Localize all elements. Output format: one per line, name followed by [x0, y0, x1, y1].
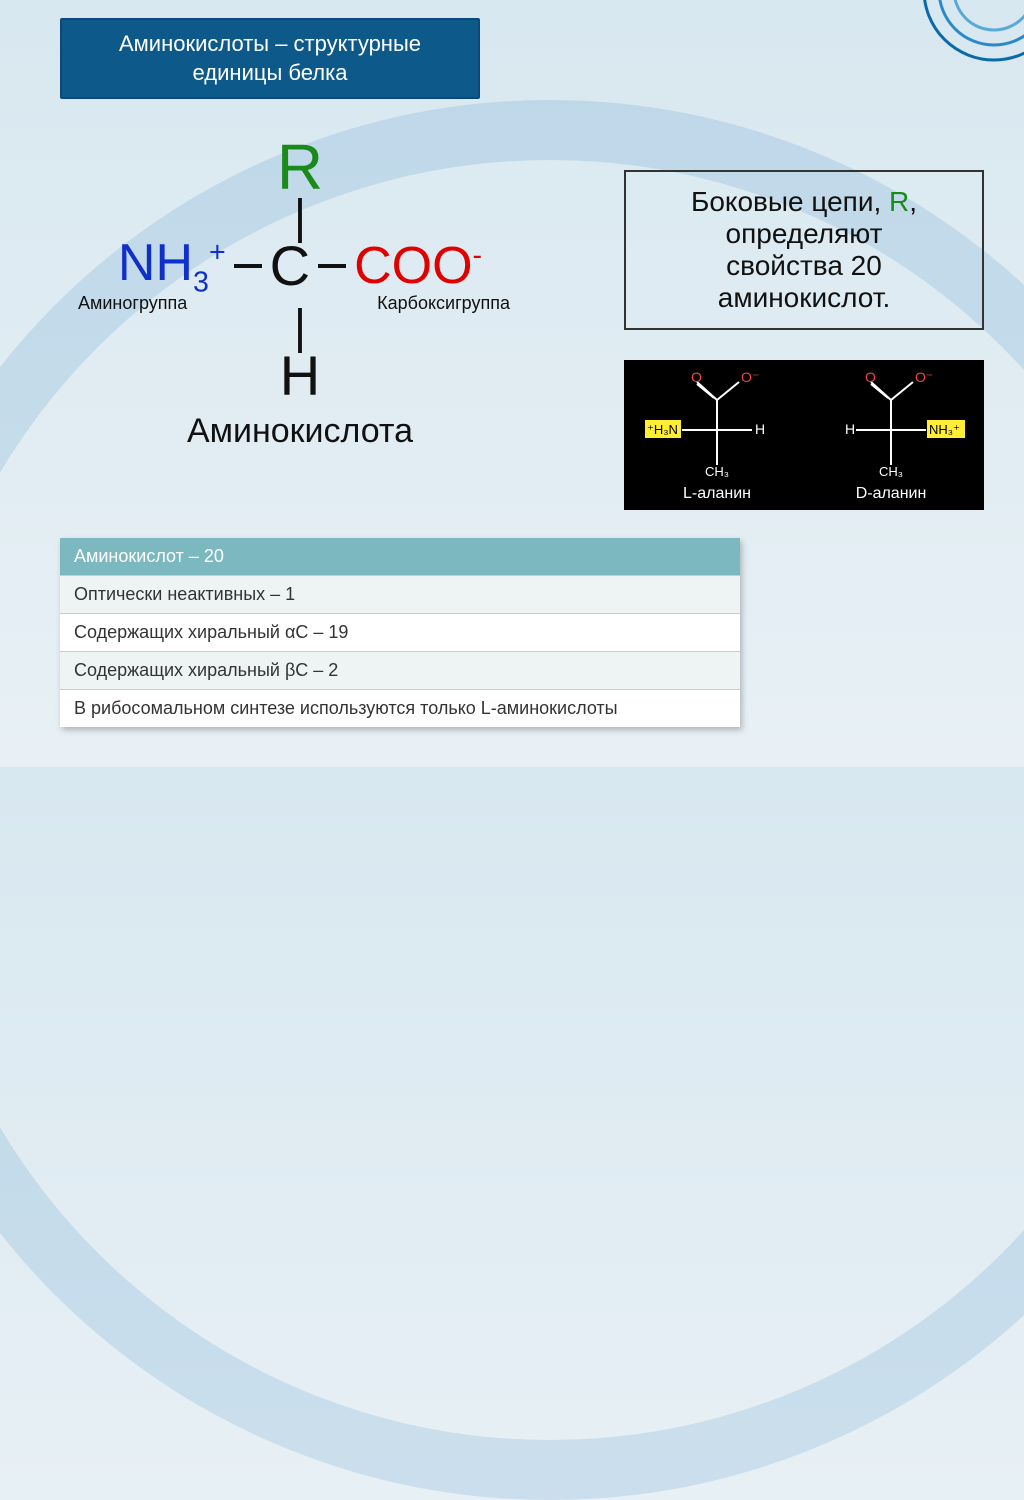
amino-acid-facts-table: Аминокислот – 20 Оптически неактивных – … [60, 538, 740, 727]
h-right: H [755, 421, 765, 437]
sidebox-text-1a: Боковые цепи, [691, 186, 889, 217]
bond-vertical: | [60, 314, 540, 343]
central-carbon: C [270, 233, 310, 298]
coo-sup: - [473, 240, 483, 272]
nh-text: NH [118, 234, 193, 292]
amino-label: Аминогруппа [78, 293, 187, 314]
nh3-sub: 3 [193, 266, 209, 298]
sidebox-line4: аминокислот. [718, 282, 891, 313]
amino-acid-label: Аминокислота [60, 412, 540, 451]
carboxy-label: Карбоксигруппа [377, 293, 510, 314]
isomers-panel: O O⁻ ⁺H₃N H CH₃ L-аланин O O⁻ H NH₃⁺ CH₃… [624, 360, 984, 510]
page-title: Аминокислоты – структурные единицы белка [60, 18, 480, 99]
sidebox-line2: определяют [726, 218, 883, 249]
d-alanine-label: D-аланин [808, 485, 974, 503]
hydrogen: H [60, 343, 540, 408]
carboxy-group: COO- [354, 236, 482, 296]
sidebox-r: R [889, 186, 909, 217]
corner-decoration [874, 0, 1024, 100]
svg-text:O: O [865, 370, 876, 385]
table-row: Содержащих хиральный αC – 19 [60, 614, 740, 652]
nh3-sup: + [209, 236, 226, 268]
svg-text:O⁻: O⁻ [915, 370, 933, 385]
amino-group: NH3+ [118, 233, 226, 299]
nh3-right: NH₃⁺ [929, 422, 960, 437]
side-chain-info-box: Боковые цепи, R, определяют свойства 20 … [624, 170, 984, 330]
table-row: В рибосомальном синтезе используются тол… [60, 690, 740, 728]
structure-main-row: NH3+ C COO- [60, 233, 540, 299]
bond-vertical: | [60, 204, 540, 233]
svg-text:O: O [691, 370, 702, 385]
coo-text: COO [354, 237, 472, 295]
sidebox-text-1c: , [909, 186, 917, 217]
amino-acid-structure: R | NH3+ C COO- Аминогруппа Карбоксигруп… [60, 130, 540, 451]
ch3: CH₃ [705, 464, 729, 479]
l-alanine-label: L-аланин [634, 485, 800, 503]
bond-horizontal [318, 264, 346, 268]
nh3-left: ⁺H₃N [647, 422, 678, 437]
svg-text:O⁻: O⁻ [741, 370, 759, 385]
sidebox-line3: свойства 20 [726, 250, 882, 281]
h-left: H [845, 421, 855, 437]
ch3: CH₃ [879, 464, 903, 479]
l-alanine: O O⁻ ⁺H₃N H CH₃ L-аланин [634, 370, 800, 500]
table-row: Оптически неактивных – 1 [60, 576, 740, 614]
table-header: Аминокислот – 20 [60, 538, 740, 576]
bond-horizontal [234, 264, 262, 268]
table-row: Содержащих хиральный βC – 2 [60, 652, 740, 690]
d-alanine: O O⁻ H NH₃⁺ CH₃ D-аланин [808, 370, 974, 500]
